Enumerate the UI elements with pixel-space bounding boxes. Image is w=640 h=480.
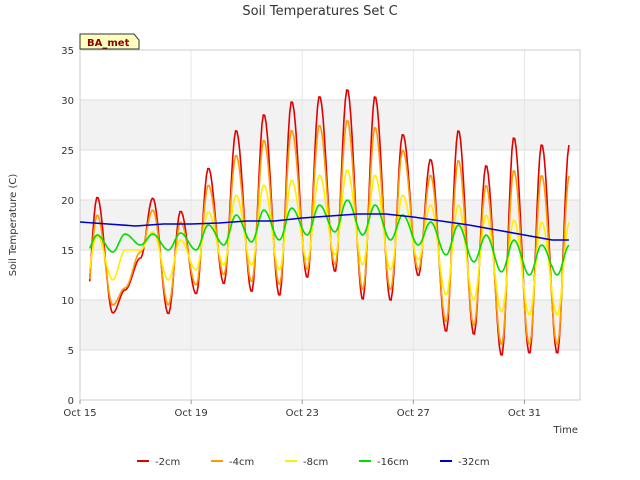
legend: -2cm -4cm -8cm -16cm -32cm [137, 457, 490, 468]
site-badge: BA_met [79, 33, 140, 50]
y-tick-label: 35 [61, 46, 74, 57]
x-tick-label: Oct 15 [63, 408, 96, 419]
y-tick-label: 0 [68, 396, 74, 407]
legend-label: -16cm [377, 457, 409, 468]
series-lines [79, 89, 570, 356]
x-tick-label: Oct 31 [508, 408, 541, 419]
plot-frame [79, 49, 581, 401]
legend-label: -4cm [229, 457, 254, 468]
y-tick-label: 5 [68, 346, 74, 357]
y-tick-label: 30 [61, 96, 74, 107]
legend-label: -32cm [458, 457, 490, 468]
chart-title: Soil Temperatures Set C [242, 4, 397, 19]
x-tick-label: Oct 19 [175, 408, 208, 419]
y-axis-ticks: 0 5 10 15 20 25 30 35 [61, 46, 74, 407]
y-tick-label: 20 [61, 196, 74, 207]
y-tick-label: 10 [61, 296, 74, 307]
background-band [80, 100, 580, 150]
x-tick-label: Oct 23 [286, 408, 319, 419]
y-tick-label: 25 [61, 146, 74, 157]
site-badge-label: BA_met [87, 38, 130, 49]
x-tick-label: Oct 27 [397, 408, 430, 419]
legend-label: -2cm [155, 457, 180, 468]
series-line-minus-16cm [88, 199, 570, 276]
y-axis-label: Soil Temperature (C) [8, 174, 19, 277]
series-line-minus-8cm [88, 169, 570, 316]
series-line-minus-32cm [79, 213, 569, 241]
x-axis-ticks: Oct 15 Oct 19 Oct 23 Oct 27 Oct 31 [63, 400, 541, 419]
site-badge-box [79, 33, 140, 50]
y-tick-label: 15 [61, 246, 74, 257]
x-axis-label: Time [553, 425, 578, 436]
legend-label: -8cm [303, 457, 328, 468]
